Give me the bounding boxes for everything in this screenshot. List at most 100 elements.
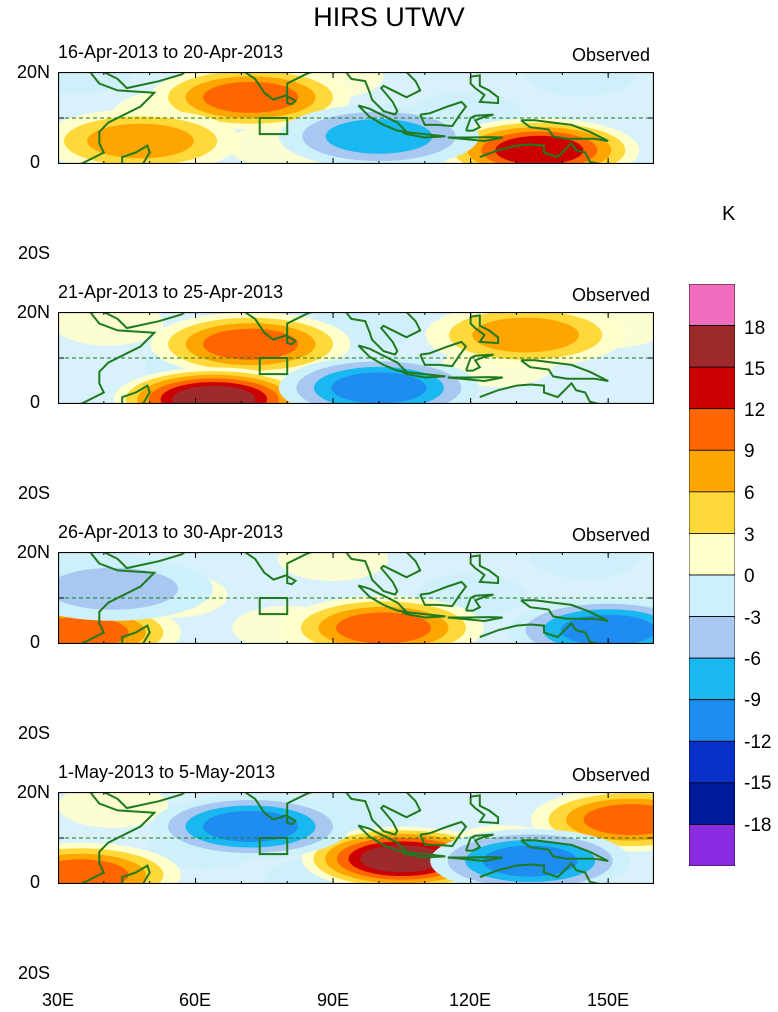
ytick-label: 20N bbox=[16, 302, 50, 322]
anomaly-contour bbox=[325, 119, 433, 154]
map-panel-2-plot bbox=[58, 312, 654, 404]
field-texture-blob bbox=[530, 552, 641, 579]
colorbar-tick-label: -12 bbox=[744, 732, 772, 753]
anomaly-contour bbox=[58, 859, 129, 884]
study-region-box bbox=[258, 837, 289, 856]
panel-3-label: Observed bbox=[571, 525, 650, 545]
coastline bbox=[419, 340, 468, 368]
coastline bbox=[243, 792, 315, 821]
coastline bbox=[401, 370, 446, 379]
field-texture-blob bbox=[58, 792, 168, 828]
anomaly-contour bbox=[87, 123, 194, 159]
coastline bbox=[286, 815, 298, 826]
panel-4-label: Observed bbox=[571, 765, 650, 785]
panel-3-period: 26-Apr-2013 to 30-Apr-2013 bbox=[58, 522, 284, 542]
coastline bbox=[465, 593, 494, 612]
coastline bbox=[401, 850, 446, 859]
coastline bbox=[286, 335, 298, 346]
anomaly-contour bbox=[495, 135, 584, 164]
anomaly-contour bbox=[560, 614, 654, 644]
study-region-box bbox=[258, 357, 289, 376]
ytick-label: 0 bbox=[29, 152, 40, 172]
ytick-label: 20S bbox=[17, 723, 50, 743]
coastline bbox=[401, 130, 446, 139]
panel-1-label: Observed bbox=[571, 45, 650, 65]
field-texture-blob bbox=[278, 552, 389, 581]
coastline bbox=[243, 312, 315, 341]
panel-2-period: 21-Apr-2013 to 25-Apr-2013 bbox=[58, 282, 284, 302]
coastline bbox=[469, 74, 500, 105]
map-panel-1-plot bbox=[58, 72, 654, 164]
figure-title: HIRS UTWV bbox=[313, 2, 465, 32]
coastline bbox=[121, 384, 151, 404]
map-panel-3-plot bbox=[58, 552, 654, 644]
colorbar-swatch bbox=[689, 657, 735, 701]
colorbar-swatch bbox=[689, 366, 735, 410]
coastline bbox=[243, 552, 315, 581]
ytick-label: 20N bbox=[16, 542, 50, 562]
coastline bbox=[344, 792, 422, 836]
coastline bbox=[419, 820, 468, 848]
coastline bbox=[58, 312, 157, 404]
coastline bbox=[419, 100, 468, 128]
coastline bbox=[479, 621, 600, 644]
coastline bbox=[469, 794, 500, 825]
coastline bbox=[447, 376, 503, 383]
coastline bbox=[58, 552, 157, 644]
coastline bbox=[465, 113, 494, 132]
coastline bbox=[344, 312, 422, 356]
coastline bbox=[344, 552, 422, 596]
map-panel-4 bbox=[58, 792, 654, 884]
coastline bbox=[85, 552, 187, 570]
xtick-label: 30E bbox=[41, 990, 75, 1010]
map-panel-1 bbox=[58, 72, 654, 164]
anomaly-contour bbox=[58, 617, 129, 644]
coastline bbox=[465, 833, 494, 852]
colorbar-swatch bbox=[689, 616, 735, 659]
ytick-label: 20N bbox=[16, 782, 50, 802]
coastline bbox=[520, 119, 609, 142]
map-panel-4-plot bbox=[58, 792, 654, 884]
coastline bbox=[344, 72, 422, 116]
colorbar bbox=[689, 284, 735, 866]
colorbar-tick-label: 6 bbox=[744, 483, 755, 504]
coastline bbox=[447, 616, 503, 623]
coastline bbox=[286, 575, 298, 586]
colorbar-swatch bbox=[689, 284, 735, 326]
colorbar-swatch bbox=[689, 782, 735, 825]
colorbar-swatch bbox=[689, 325, 735, 368]
panel-2-label: Observed bbox=[571, 285, 650, 305]
coastline bbox=[520, 839, 609, 862]
coastline bbox=[58, 72, 157, 164]
coastline bbox=[469, 314, 500, 345]
coastline bbox=[520, 359, 609, 382]
anomaly-contour bbox=[203, 328, 299, 360]
anomaly-contour bbox=[172, 385, 256, 404]
colorbar-tick-label: -9 bbox=[744, 690, 761, 711]
coastline bbox=[243, 72, 315, 101]
coastline bbox=[447, 136, 503, 143]
coastline bbox=[401, 610, 446, 619]
anomaly-contour bbox=[360, 845, 444, 873]
ytick-label: 20S bbox=[17, 243, 50, 263]
colorbar-tick-label: -3 bbox=[744, 608, 761, 629]
ytick-label: 0 bbox=[29, 632, 40, 652]
anomaly-contour bbox=[336, 612, 432, 644]
coastline bbox=[469, 554, 500, 585]
study-region-box bbox=[258, 597, 289, 616]
map-panel-2 bbox=[58, 312, 654, 404]
colorbar-swatch bbox=[689, 449, 735, 493]
colorbar-unit-label: K bbox=[722, 203, 736, 225]
coastline bbox=[286, 95, 298, 106]
coastline bbox=[520, 599, 609, 622]
colorbar-tick-label: 18 bbox=[744, 318, 766, 339]
colorbar-swatch bbox=[689, 824, 735, 866]
ytick-label: 0 bbox=[29, 392, 40, 412]
anomaly-contour bbox=[203, 81, 299, 113]
colorbar-tick-label: -15 bbox=[744, 773, 772, 794]
anomaly-contour bbox=[583, 804, 654, 836]
coastline bbox=[419, 580, 468, 608]
colorbar-tick-label: 0 bbox=[744, 566, 755, 587]
colorbar-tick-label: 3 bbox=[744, 525, 755, 546]
coastline bbox=[121, 864, 151, 884]
